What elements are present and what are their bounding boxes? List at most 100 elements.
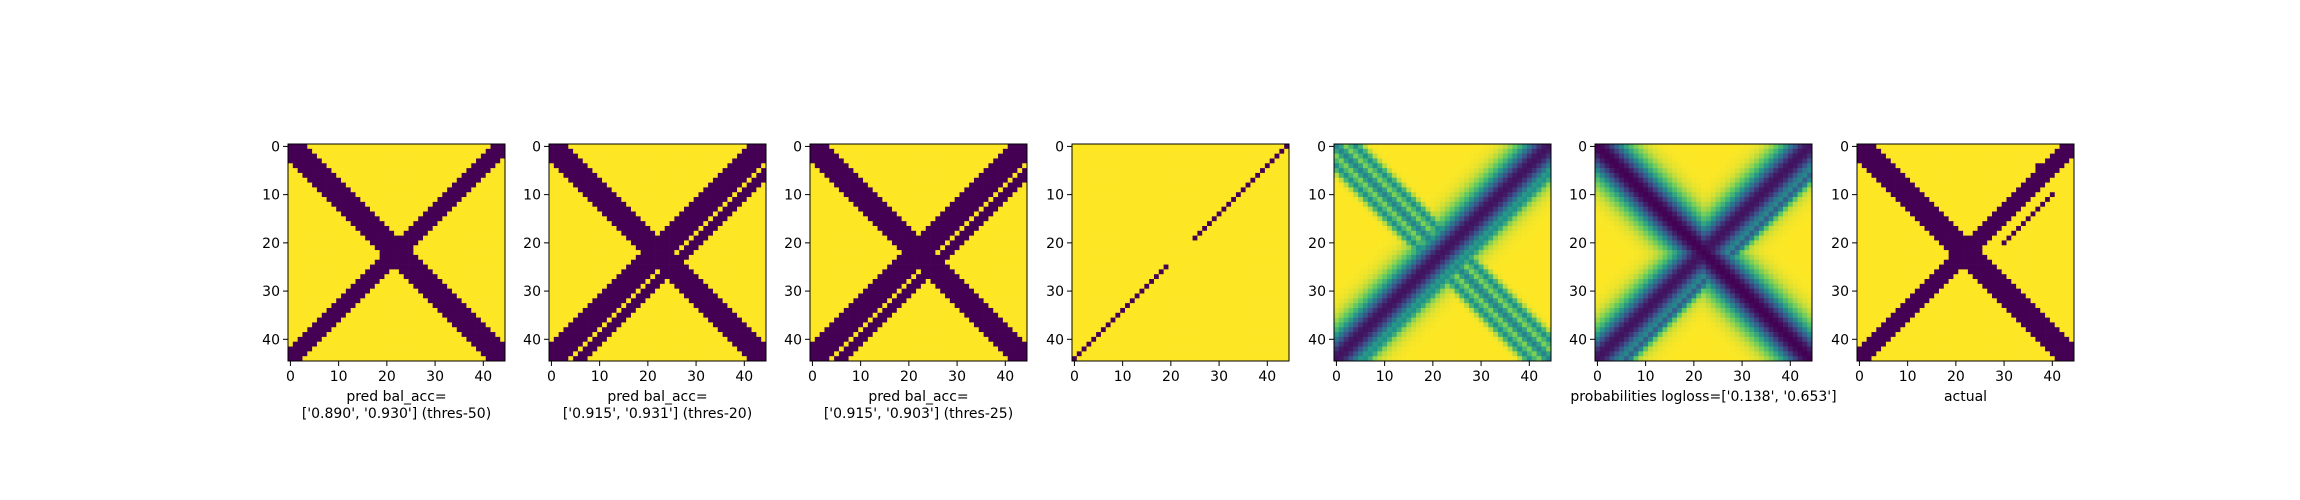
heatmap-cell (568, 221, 574, 227)
heatmap-cell (389, 254, 395, 261)
heatmap-cell (993, 201, 999, 208)
heatmap-cell (288, 264, 294, 270)
heatmap-cell (698, 225, 704, 232)
heatmap-cell (611, 269, 617, 275)
heatmap-cell (732, 327, 738, 333)
heatmap-cell (838, 172, 845, 179)
heatmap-cell (471, 153, 477, 159)
heatmap-cell (703, 283, 709, 290)
heatmap-cell (403, 346, 409, 352)
heatmap-cell (307, 279, 313, 285)
heatmap-cell (312, 240, 318, 246)
heatmap-cell (369, 201, 376, 208)
heatmap-cell (316, 148, 323, 154)
heatmap-cell (582, 158, 588, 164)
heatmap-cell (360, 269, 366, 275)
heatmap-cell (973, 230, 980, 236)
heatmap-cell (882, 148, 888, 154)
heatmap-cell (350, 312, 356, 318)
heatmap-cell (490, 221, 496, 227)
heatmap-cell (1002, 153, 1009, 159)
heatmap-cell (374, 317, 380, 323)
heatmap-cell (761, 192, 767, 198)
heatmap-cell (756, 317, 762, 323)
heatmap-cell (940, 211, 946, 217)
heatmap-cell (920, 230, 927, 236)
heatmap-cell (500, 177, 506, 183)
heatmap-cell (669, 341, 675, 347)
heatmap-cell (427, 163, 434, 169)
heatmap-cell (461, 211, 467, 217)
heatmap-cell (568, 230, 574, 236)
heatmap-cell (408, 351, 414, 357)
heatmap-cell (621, 288, 627, 294)
heatmap-cell (451, 144, 458, 150)
heatmap-cell (973, 192, 980, 198)
heatmap-cell (901, 182, 907, 188)
heatmap-cell (345, 211, 352, 217)
heatmap-cell (398, 182, 405, 188)
heatmap-cell (288, 250, 294, 256)
heatmap-cell (722, 312, 728, 318)
heatmap-cell (476, 163, 482, 169)
heatmap-cell (466, 144, 472, 150)
heatmap-cell (480, 303, 487, 309)
heatmap-cell (403, 206, 409, 212)
heatmap-cell (741, 177, 748, 183)
heatmap-cell (761, 182, 767, 188)
heatmap-cell (684, 163, 690, 169)
heatmap-cell (495, 307, 501, 314)
heatmap-cell (872, 172, 878, 179)
heatmap-cell (394, 168, 400, 174)
heatmap-cell (732, 148, 738, 154)
heatmap-cell (331, 245, 337, 251)
heatmap-cell (741, 197, 748, 203)
heatmap-cell (679, 177, 685, 183)
heatmap-cell (727, 168, 733, 174)
heatmap-cell (321, 144, 327, 150)
heatmap-cell (717, 163, 723, 169)
heatmap-cell (456, 201, 462, 208)
heatmap-cell (365, 245, 371, 251)
heatmap-cell (592, 279, 598, 285)
heatmap-cell (302, 235, 308, 241)
heatmap-cell (882, 177, 888, 183)
heatmap-cell (341, 254, 347, 261)
heatmap-cell (384, 269, 390, 275)
heatmap-cell (500, 336, 506, 343)
heatmap-cell (423, 221, 429, 227)
heatmap-cell (640, 182, 646, 188)
heatmap-cell (379, 216, 385, 222)
heatmap-cell (872, 192, 878, 198)
heatmap-cell (592, 264, 598, 270)
heatmap-cell (365, 283, 371, 290)
heatmap-cell (635, 327, 641, 333)
heatmap-cell (674, 206, 680, 212)
heatmap-cell (708, 312, 714, 318)
heatmap-cell (365, 322, 371, 328)
heatmap-cell (645, 332, 651, 338)
heatmap-cell (360, 264, 366, 270)
heatmap-cell (901, 148, 907, 154)
heatmap-cell (674, 235, 680, 241)
heatmap-cell (693, 172, 699, 179)
heatmap-cell (573, 317, 579, 323)
heatmap-cell (427, 153, 434, 159)
heatmap-cell (398, 187, 405, 193)
heatmap-cell (495, 279, 501, 285)
heatmap-cell (674, 283, 680, 290)
heatmap-cell (669, 293, 675, 299)
heatmap-cell (563, 211, 569, 217)
heatmap-cell (389, 158, 395, 164)
heatmap-cell (321, 240, 327, 246)
heatmap-cell (708, 259, 714, 265)
heatmap-cell (437, 283, 443, 290)
heatmap-cell (954, 201, 960, 208)
heatmap-cell (737, 230, 743, 236)
heatmap-cell (882, 221, 888, 227)
heatmap-cell (437, 274, 443, 280)
heatmap-cell (834, 172, 840, 179)
heatmap-cell (413, 259, 419, 265)
heatmap-cell (810, 235, 816, 241)
heatmap-cell (297, 187, 303, 193)
